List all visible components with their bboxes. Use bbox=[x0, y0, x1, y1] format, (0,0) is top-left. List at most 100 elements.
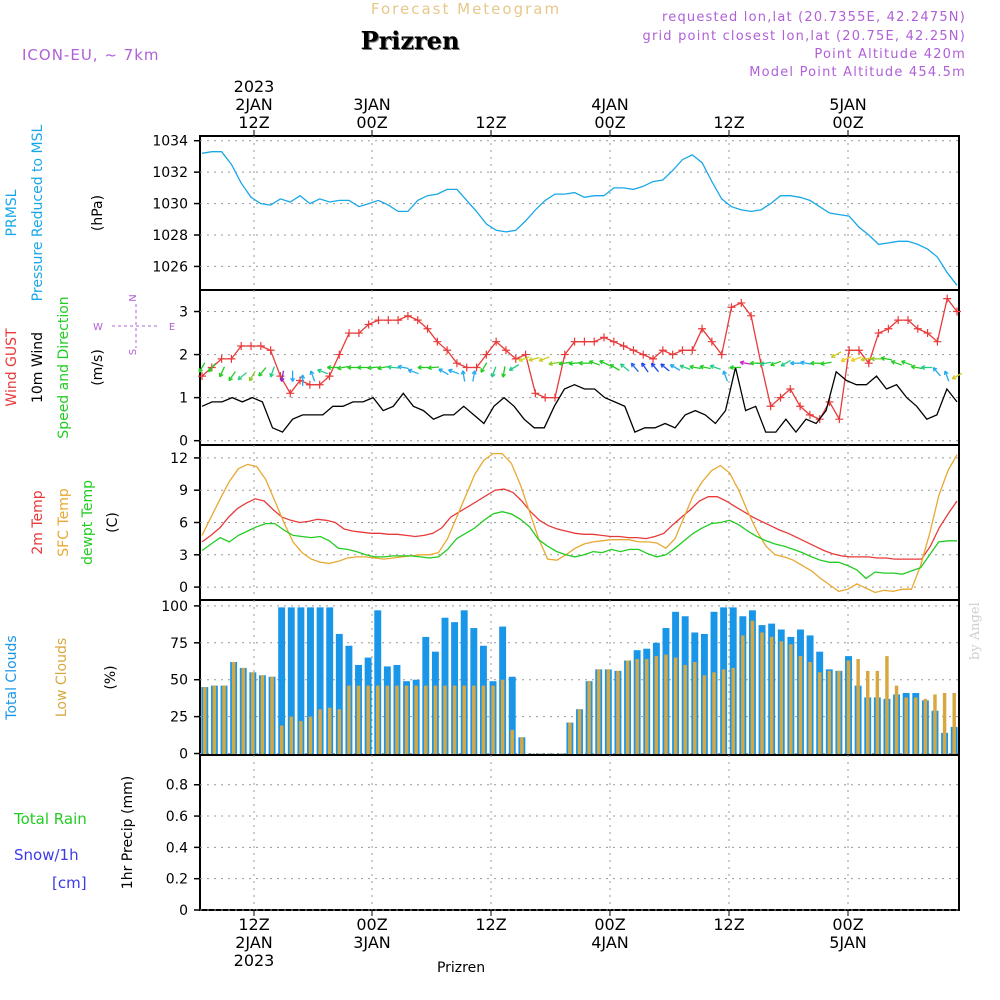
wind-direction-arrow bbox=[920, 365, 933, 370]
low-cloud-bar bbox=[385, 685, 390, 755]
low-cloud-bar bbox=[894, 685, 899, 755]
wind-ytick-label: 2 bbox=[179, 348, 188, 364]
wind-axis-label: Wind GUST bbox=[4, 328, 20, 407]
low-cloud-bar bbox=[270, 676, 274, 755]
precip-legend-label: Snow/1h bbox=[14, 846, 79, 864]
gust-marker bbox=[354, 329, 363, 338]
wind-direction-arrow bbox=[387, 364, 399, 370]
wind-direction-arrow bbox=[660, 363, 670, 372]
low-cloud-bar bbox=[539, 753, 543, 755]
wind-direction-arrow bbox=[943, 370, 950, 382]
wind-direction-arrow bbox=[248, 371, 256, 382]
wind-direction-arrow bbox=[357, 365, 369, 370]
gust-marker bbox=[649, 354, 658, 363]
wind-direction-arrow bbox=[460, 370, 466, 382]
wind-direction-arrow bbox=[810, 360, 822, 366]
wind-ytick-label: 0 bbox=[179, 434, 188, 450]
grid-point-coords: grid point closest lon,lat (20.75E, 42.2… bbox=[642, 29, 966, 44]
low-cloud-bar bbox=[308, 716, 313, 755]
low-cloud-bar bbox=[510, 729, 514, 755]
wind-direction-arrow bbox=[780, 359, 791, 367]
cloud-ytick-label: 75 bbox=[170, 636, 188, 652]
low-cloud-bar bbox=[606, 669, 611, 755]
gust-marker bbox=[413, 316, 422, 325]
temp-ytick-label: 0 bbox=[179, 580, 188, 596]
wind-axis-label: Speed and Direction bbox=[56, 296, 72, 438]
low-cloud-bar bbox=[279, 725, 284, 755]
precip-frame bbox=[199, 754, 960, 911]
gust-marker bbox=[698, 324, 707, 333]
precip-legend-label: [cm] bbox=[52, 874, 87, 892]
low-cloud-bar bbox=[356, 685, 361, 755]
gust-marker bbox=[776, 393, 785, 402]
low-cloud-bar bbox=[923, 698, 928, 755]
wind-direction-arrow bbox=[679, 364, 691, 370]
wind-direction-arrow bbox=[609, 364, 620, 371]
gust-marker bbox=[590, 337, 599, 346]
wind-direction-arrow bbox=[588, 360, 600, 366]
cloud-ytick-label: 0 bbox=[179, 747, 188, 763]
low-cloud-bar bbox=[750, 620, 755, 755]
gust-marker bbox=[550, 393, 559, 402]
gust-marker bbox=[227, 354, 236, 363]
wind-direction-arrow bbox=[528, 356, 540, 362]
page-title: Prizren bbox=[360, 26, 460, 55]
compass-cross bbox=[112, 304, 160, 348]
gust-marker bbox=[629, 346, 638, 355]
wind-direction-arrow bbox=[739, 360, 752, 366]
pressure-ytick-label: 1032 bbox=[152, 165, 188, 181]
wind-direction-arrow bbox=[309, 370, 316, 382]
low-cloud-bar bbox=[404, 685, 409, 755]
top-axis-date: 5JAN bbox=[829, 95, 867, 114]
low-cloud-bar bbox=[520, 737, 524, 755]
low-cloud-bar bbox=[260, 675, 265, 755]
low-cloud-bar bbox=[577, 709, 582, 755]
wind-direction-arrow bbox=[269, 366, 275, 378]
wind-direction-arrow bbox=[558, 361, 570, 367]
top-axis-hour: 00Z bbox=[832, 113, 863, 132]
wind-direction-arrow bbox=[840, 355, 852, 363]
wind-direction-arrow bbox=[290, 370, 296, 382]
gust-marker bbox=[727, 303, 736, 312]
low-cloud-bar bbox=[769, 636, 774, 755]
precip-ytick-label: 0.6 bbox=[166, 809, 188, 825]
gust-marker bbox=[521, 350, 530, 359]
gust-marker bbox=[933, 337, 942, 346]
bottom-axis-date: 2JAN bbox=[235, 933, 273, 952]
low-cloud-bar bbox=[635, 659, 639, 755]
low-cloud-bar bbox=[231, 662, 236, 755]
temp-axis-label: SFC Temp bbox=[56, 488, 72, 557]
pressure-axis-label: Pressure Reduced to MSL bbox=[30, 124, 46, 301]
gust-marker bbox=[462, 363, 471, 372]
gust-marker bbox=[560, 350, 569, 359]
bottom-axis-hour: 00Z bbox=[594, 915, 625, 934]
low-cloud-bar bbox=[299, 721, 303, 755]
top-axis-hour: 00Z bbox=[356, 113, 387, 132]
total-cloud-bar bbox=[460, 610, 468, 755]
pressure-axis-label: PRMSL bbox=[4, 189, 20, 236]
low-cloud-bar bbox=[424, 685, 428, 755]
wind-direction-arrow bbox=[279, 370, 285, 382]
gust-marker bbox=[443, 346, 452, 355]
wind-direction-arrow bbox=[689, 364, 701, 370]
wind-direction-arrow bbox=[669, 364, 681, 371]
low-cloud-bar bbox=[741, 635, 745, 755]
wind-direction-arrow bbox=[790, 360, 802, 366]
wind-direction-arrow bbox=[198, 362, 206, 373]
wind-frame bbox=[199, 289, 960, 446]
precip-ytick-label: 0 bbox=[179, 903, 188, 919]
temp-axis-label: (C) bbox=[105, 512, 121, 533]
low-cloud-bar bbox=[914, 697, 918, 755]
low-cloud-bar bbox=[462, 685, 466, 755]
gust-marker bbox=[403, 311, 412, 320]
gust-marker bbox=[217, 354, 226, 363]
wind-ytick-label: 3 bbox=[179, 305, 188, 321]
wind-direction-arrow bbox=[699, 364, 711, 370]
low-cloud-bar bbox=[481, 685, 486, 755]
cloud-axis-label: Total Clouds bbox=[4, 635, 20, 720]
pressure-axis-label: (hPa) bbox=[90, 195, 106, 231]
precip-ytick-label: 0.8 bbox=[166, 778, 188, 794]
low-cloud-bar bbox=[712, 672, 716, 755]
wind-direction-arrow bbox=[548, 361, 560, 367]
top-axis-hour: 12Z bbox=[238, 113, 269, 132]
